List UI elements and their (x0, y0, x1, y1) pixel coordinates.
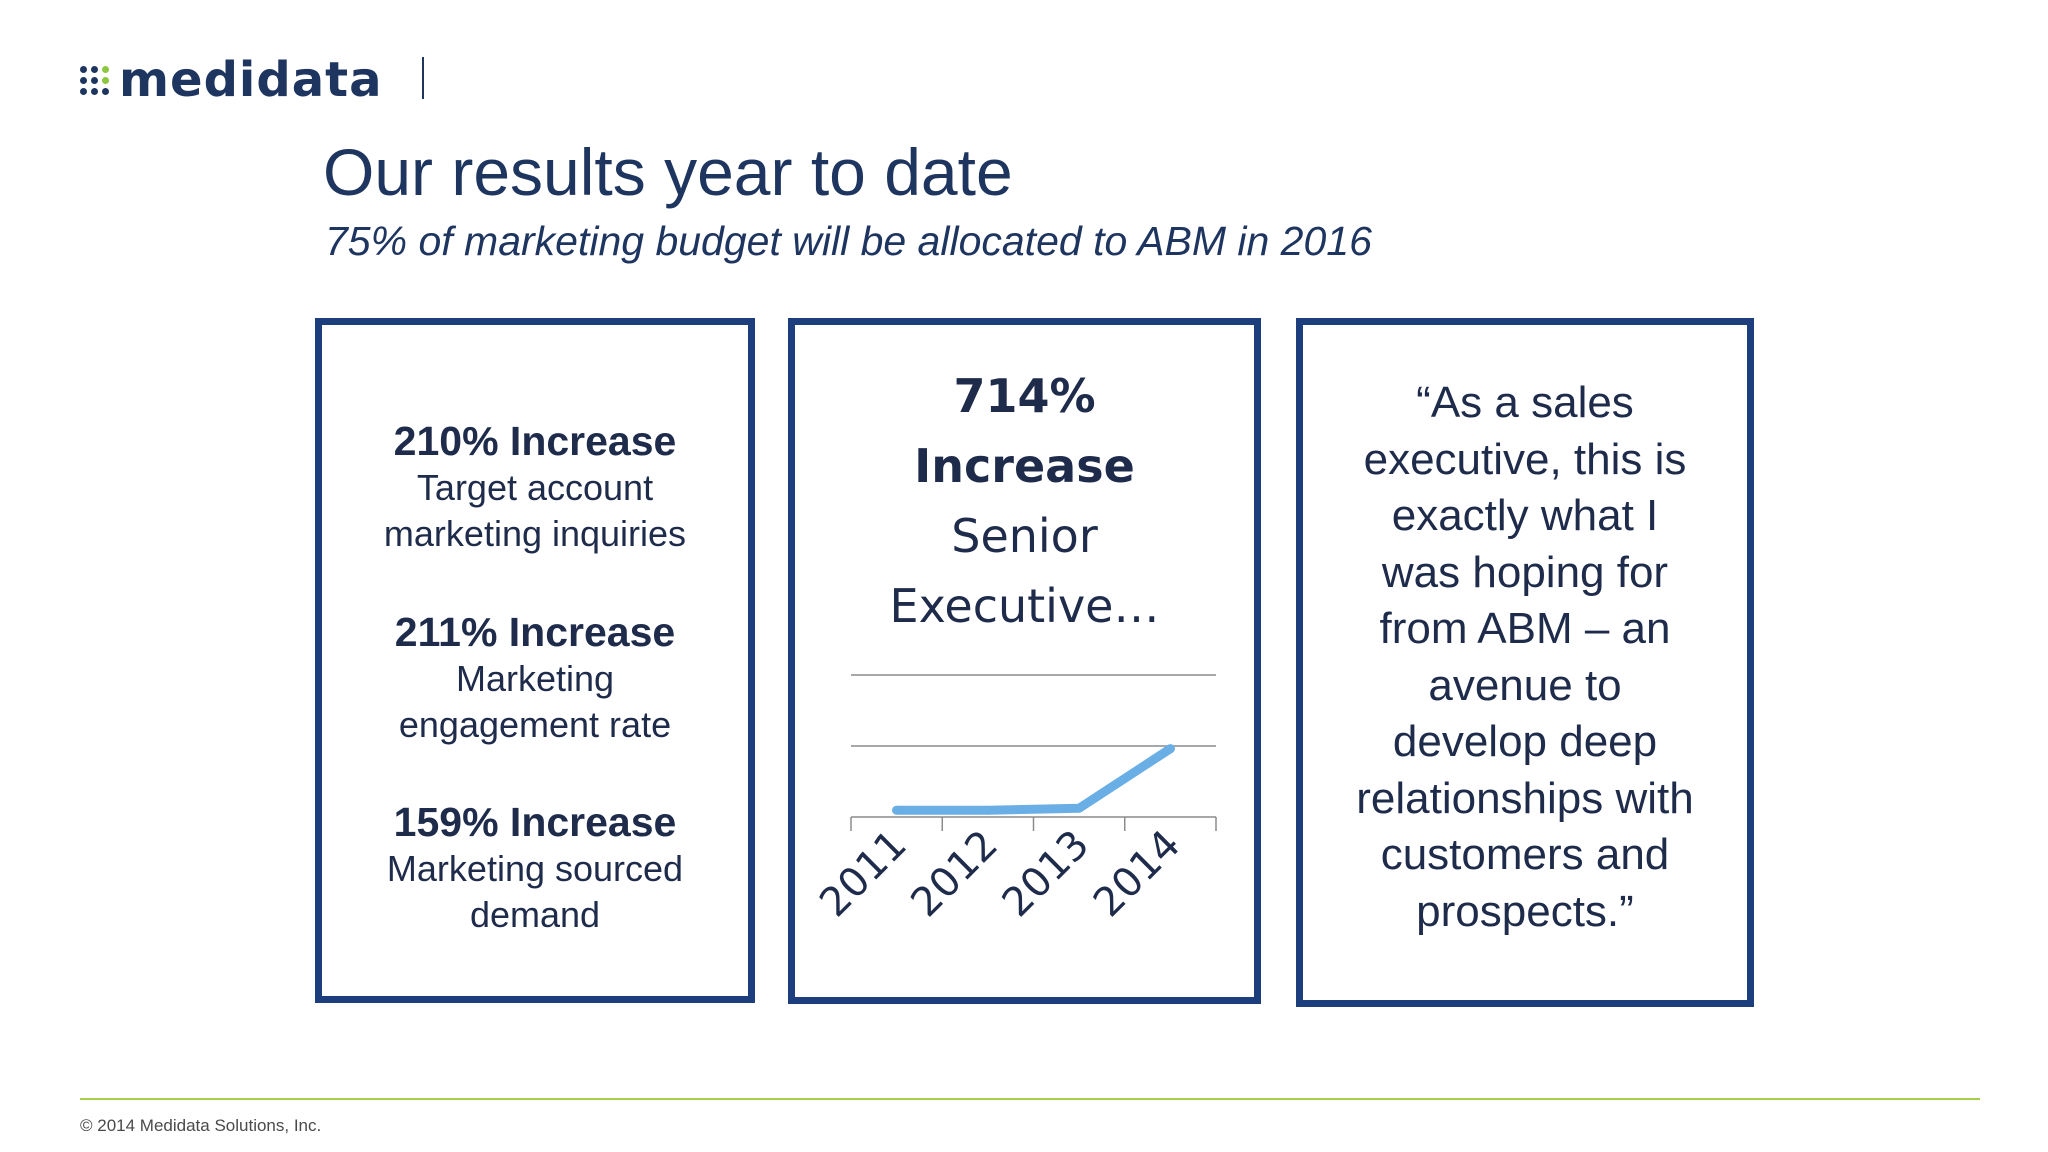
footer-divider (80, 1098, 1980, 1100)
chart-box: 714% Increase Senior Executive… 2011 2012… (788, 318, 1261, 1004)
quote-box: “As a sales executive, this is exactly wha… (1296, 318, 1754, 1007)
quote-line: executive, this is (1363, 434, 1687, 484)
quote-line: was hoping for (1381, 547, 1669, 597)
stat-headline: 159% Increase (393, 799, 677, 845)
quote-line: customers and (1380, 830, 1670, 879)
quote-line: avenue to (1428, 660, 1622, 710)
stat-description: engagement rate (398, 704, 672, 745)
stat-description: demand (469, 894, 601, 935)
x-tick-label: 2013 (994, 822, 1099, 927)
data-point (1165, 744, 1175, 754)
chart-title-line: 714% (953, 369, 1096, 423)
x-tick-label: 2012 (902, 822, 1007, 927)
stats-box: 210% Increase Target account marketing i… (315, 318, 755, 1003)
quote-line: prospects.” (1416, 886, 1634, 936)
testimonial-quote: “As a sales executive, this is exactly wha… (1303, 375, 1747, 940)
copyright-notice: © 2014 Medidata Solutions, Inc. (80, 1116, 322, 1135)
stat-description: marketing inquiries (383, 513, 687, 554)
logo-wordmark: medidata (119, 52, 383, 108)
logo-dots-icon (80, 65, 109, 95)
quote-line: “As a sales (1416, 378, 1634, 427)
stat-headline: 210% Increase (393, 418, 677, 464)
stat-block: 210% Increase Target account marketing i… (322, 417, 748, 557)
x-tick-label: 2014 (1085, 822, 1190, 927)
stat-block: 211% Increase Marketing engagement rate (322, 608, 748, 748)
logo-separator (422, 57, 424, 99)
data-point (983, 805, 993, 815)
data-point (892, 805, 902, 815)
stat-description: Marketing sourced (386, 848, 684, 889)
chart-title-line: Executive… (889, 579, 1160, 633)
series-line (892, 744, 1175, 815)
chart-title-line: Increase (914, 439, 1135, 493)
stat-description: Marketing (455, 658, 615, 699)
stat-description: Target account (416, 467, 654, 508)
stat-headline: 211% Increase (394, 609, 676, 655)
quote-line: develop deep (1392, 717, 1658, 766)
slide-title: Our results year to date (323, 135, 1013, 209)
stat-block: 159% Increase Marketing sourced demand (322, 798, 748, 938)
x-tick-label: 2011 (811, 822, 916, 927)
quote-line: exactly what I (1391, 491, 1659, 540)
chart-title: 714% Increase Senior Executive… (795, 361, 1254, 641)
quote-line: from ABM – an (1379, 604, 1671, 653)
medidata-logo: medidata (80, 52, 382, 108)
slide-subtitle: 75% of marketing budget will be allocate… (325, 218, 1372, 264)
data-point (1074, 803, 1084, 813)
quote-line: relationships with (1356, 773, 1694, 823)
chart-title-line: Senior (951, 509, 1098, 563)
